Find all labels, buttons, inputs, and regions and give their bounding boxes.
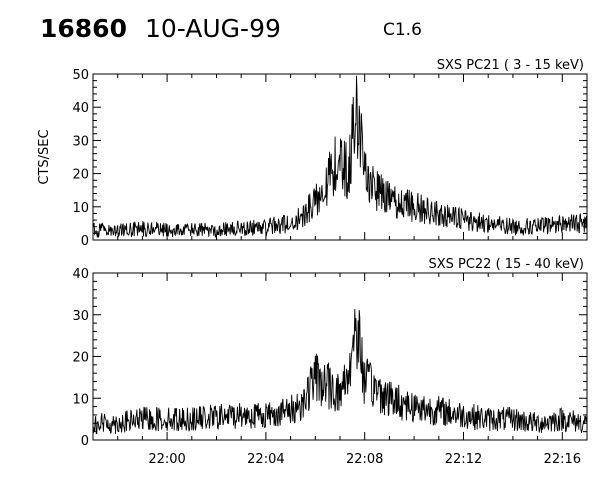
y-tick-label: 50 bbox=[72, 68, 89, 83]
event-date: 10-AUG-99 bbox=[145, 14, 281, 43]
panel-title: SXS PC22 ( 15 - 40 keV) bbox=[428, 257, 584, 272]
x-tick-label: 22:08 bbox=[346, 452, 383, 467]
x-tick-label: 22:12 bbox=[445, 452, 482, 467]
panel-pc21: SXS PC21 ( 3 - 15 keV) CTS/SEC 0 10 20 30 40 50 bbox=[37, 58, 588, 249]
series-line bbox=[92, 75, 588, 238]
y-tick-label: 40 bbox=[72, 101, 89, 116]
flare-class: C1.6 bbox=[383, 20, 422, 40]
y-tick-label: 0 bbox=[81, 234, 89, 249]
x-tick-label: 22:04 bbox=[247, 452, 284, 467]
panel-pc22: SXS PC22 ( 15 - 40 keV) 0 10 20 30 40 22:00 22:… bbox=[72, 257, 588, 467]
y-tick-label: 20 bbox=[72, 351, 89, 366]
y-tick-label: 10 bbox=[72, 201, 89, 216]
panel-title: SXS PC21 ( 3 - 15 keV) bbox=[437, 58, 584, 73]
y-tick-label: 10 bbox=[72, 392, 89, 407]
plot-frame bbox=[92, 272, 588, 441]
event-id: 16860 bbox=[40, 14, 127, 43]
y-tick-label: 0 bbox=[81, 434, 89, 449]
series-line bbox=[92, 308, 588, 435]
y-tick-label: 20 bbox=[72, 168, 89, 183]
x-tick-label: 22:00 bbox=[148, 452, 185, 467]
y-tick-label: 30 bbox=[72, 134, 89, 149]
y-tick-label: 40 bbox=[72, 267, 89, 282]
y-axis-label: CTS/SEC bbox=[37, 129, 52, 184]
y-tick-label: 30 bbox=[72, 309, 89, 324]
x-tick-label: 22:16 bbox=[544, 452, 581, 467]
